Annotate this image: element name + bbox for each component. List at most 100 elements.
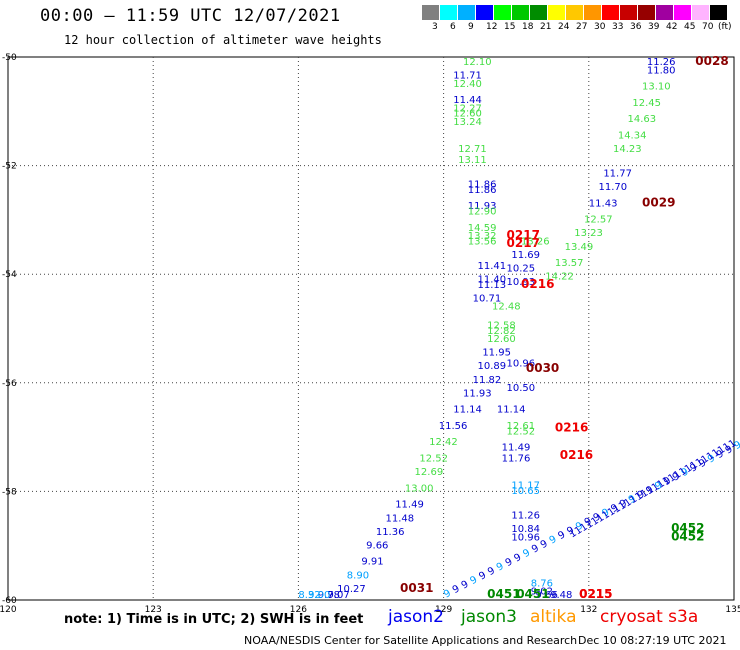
lat-tick-label: -50 <box>2 53 17 63</box>
legend-swatch: 36 <box>620 5 641 32</box>
swh-value: 14.23 <box>613 144 642 155</box>
swh-value: 11.13 <box>477 280 506 291</box>
legend-swatch: 33 <box>602 5 623 32</box>
swh-value: 11.49 <box>502 443 531 454</box>
dense-track-mark: 9 <box>592 511 603 524</box>
dense-track-mark: 1 <box>611 503 623 516</box>
swh-value: 10.27 <box>337 584 366 595</box>
track-time-label: 0031 <box>400 581 433 595</box>
swh-value: 11.69 <box>511 250 540 261</box>
dense-track-mark: 9 <box>671 471 682 484</box>
dense-track-mark: 1 <box>573 525 585 538</box>
dense-track-mark: 1 <box>567 528 579 541</box>
swh-value: 12.45 <box>632 98 661 109</box>
dense-track-mark: 9 <box>644 484 655 497</box>
dense-track-mark: 9 <box>618 498 629 511</box>
swh-value: 12.10 <box>463 57 492 68</box>
page-subtitle: 12 hour collection of altimeter wave hei… <box>64 33 382 47</box>
track-time-label: 0216 <box>560 448 593 462</box>
swh-value: 9.07 <box>327 590 349 601</box>
swh-value: 13.10 <box>642 82 671 93</box>
legend-swatch: 45 <box>674 5 695 32</box>
swh-value: 10.50 <box>507 383 536 394</box>
swh-value: 14.63 <box>628 114 657 125</box>
dense-track-mark: 1 <box>628 494 640 507</box>
lat-tick-label: -60 <box>2 596 17 606</box>
dense-track-mark: 9 <box>688 462 699 475</box>
dense-track-mark: 1 <box>606 506 618 519</box>
legend-label: 24 <box>558 22 570 32</box>
legend-swatch: 70 <box>692 5 713 32</box>
dense-track-mark: 9 <box>574 520 585 533</box>
footer-date: Dec 10 08:27:19 UTC 2021 <box>578 634 727 647</box>
legend-label: 6 <box>450 22 456 32</box>
dense-track-mark: 1 <box>639 487 651 500</box>
swh-value: 10.84 <box>511 524 540 535</box>
swh-value: 8.76 <box>531 578 553 589</box>
dense-track-mark: 9 <box>539 538 550 551</box>
swh-value: 11.93 <box>468 201 497 212</box>
swh-value: 12.61 <box>507 421 536 432</box>
track-time-label: 0451 <box>516 587 549 601</box>
legend-swatch: 6 <box>440 5 458 32</box>
swh-value: 11.17 <box>511 481 540 492</box>
legend-label: 15 <box>504 22 516 32</box>
dense-track-mark: 9 <box>495 561 506 574</box>
swh-value: 13.57 <box>555 258 584 269</box>
legend-label: 42 <box>666 22 678 32</box>
dense-track-mark: 1 <box>716 444 728 457</box>
track-time-label: 0215 <box>579 587 612 601</box>
legend-label: 33 <box>612 22 624 32</box>
dense-track-mark: 1 <box>644 484 656 497</box>
swh-value: 13.49 <box>565 242 594 253</box>
swh-value: 11.26 <box>511 511 540 522</box>
dense-track-mark: 1 <box>688 460 700 473</box>
dense-track-mark: 1 <box>727 438 739 451</box>
dense-track-mark: 9 <box>460 579 471 592</box>
dense-track-mark: 9 <box>530 543 541 556</box>
swh-value: 14.34 <box>618 130 647 141</box>
dense-track-mark: 1 <box>584 518 596 531</box>
track-time-label: 0217 <box>507 228 540 242</box>
sat-cryosat: cryosat s3a <box>600 607 699 627</box>
dense-track-mark: 1 <box>699 453 711 466</box>
swh-value: 10.89 <box>477 361 506 372</box>
swh-value: 11.49 <box>395 500 424 511</box>
track-time-label: 0029 <box>642 195 675 209</box>
swh-value: 12.52 <box>419 454 448 465</box>
dense-track-mark: 1 <box>721 441 733 454</box>
legend-swatch: 3 <box>422 5 440 32</box>
swh-value: 14.22 <box>545 272 574 283</box>
legend-swatch <box>710 5 728 20</box>
legend-swatch: 30 <box>584 5 605 32</box>
swh-value: 11.48 <box>386 513 415 524</box>
track-time-label: 0028 <box>695 54 728 68</box>
track-time-label: 0216 <box>555 421 588 435</box>
sat-altika: altika <box>530 607 577 627</box>
legend-label: 27 <box>576 22 588 32</box>
swh-value: 13.26 <box>521 236 550 247</box>
dense-track-mark: 9 <box>468 574 479 587</box>
legend-swatch: 15 <box>494 5 515 32</box>
track-time-label: 0217 <box>507 236 540 250</box>
swh-value: 9.66 <box>536 590 558 601</box>
dense-track-mark: 1 <box>655 478 667 491</box>
lon-tick-label: 132 <box>580 605 597 615</box>
legend-label: 9 <box>468 22 474 32</box>
dense-track-mark: 9 <box>477 570 488 583</box>
swh-value: 11.86 <box>468 185 497 196</box>
swh-value: 11.70 <box>598 182 627 193</box>
swh-value: 9.91 <box>361 557 383 568</box>
dense-track-mark: 9 <box>556 529 567 542</box>
lat-tick-label: -58 <box>2 487 17 497</box>
dense-track-mark: 9 <box>627 493 638 506</box>
dense-track-mark: 1 <box>578 522 590 535</box>
legend-swatch: 9 <box>458 5 476 32</box>
dense-track-mark: 9 <box>521 547 532 560</box>
legend-label: 36 <box>630 22 642 32</box>
legend-swatch: 27 <box>566 5 587 32</box>
legend-swatch: 42 <box>656 5 677 32</box>
swh-value: 10.71 <box>473 293 502 304</box>
swh-value: 11.40 <box>477 274 506 285</box>
legend-label: 21 <box>540 22 552 32</box>
